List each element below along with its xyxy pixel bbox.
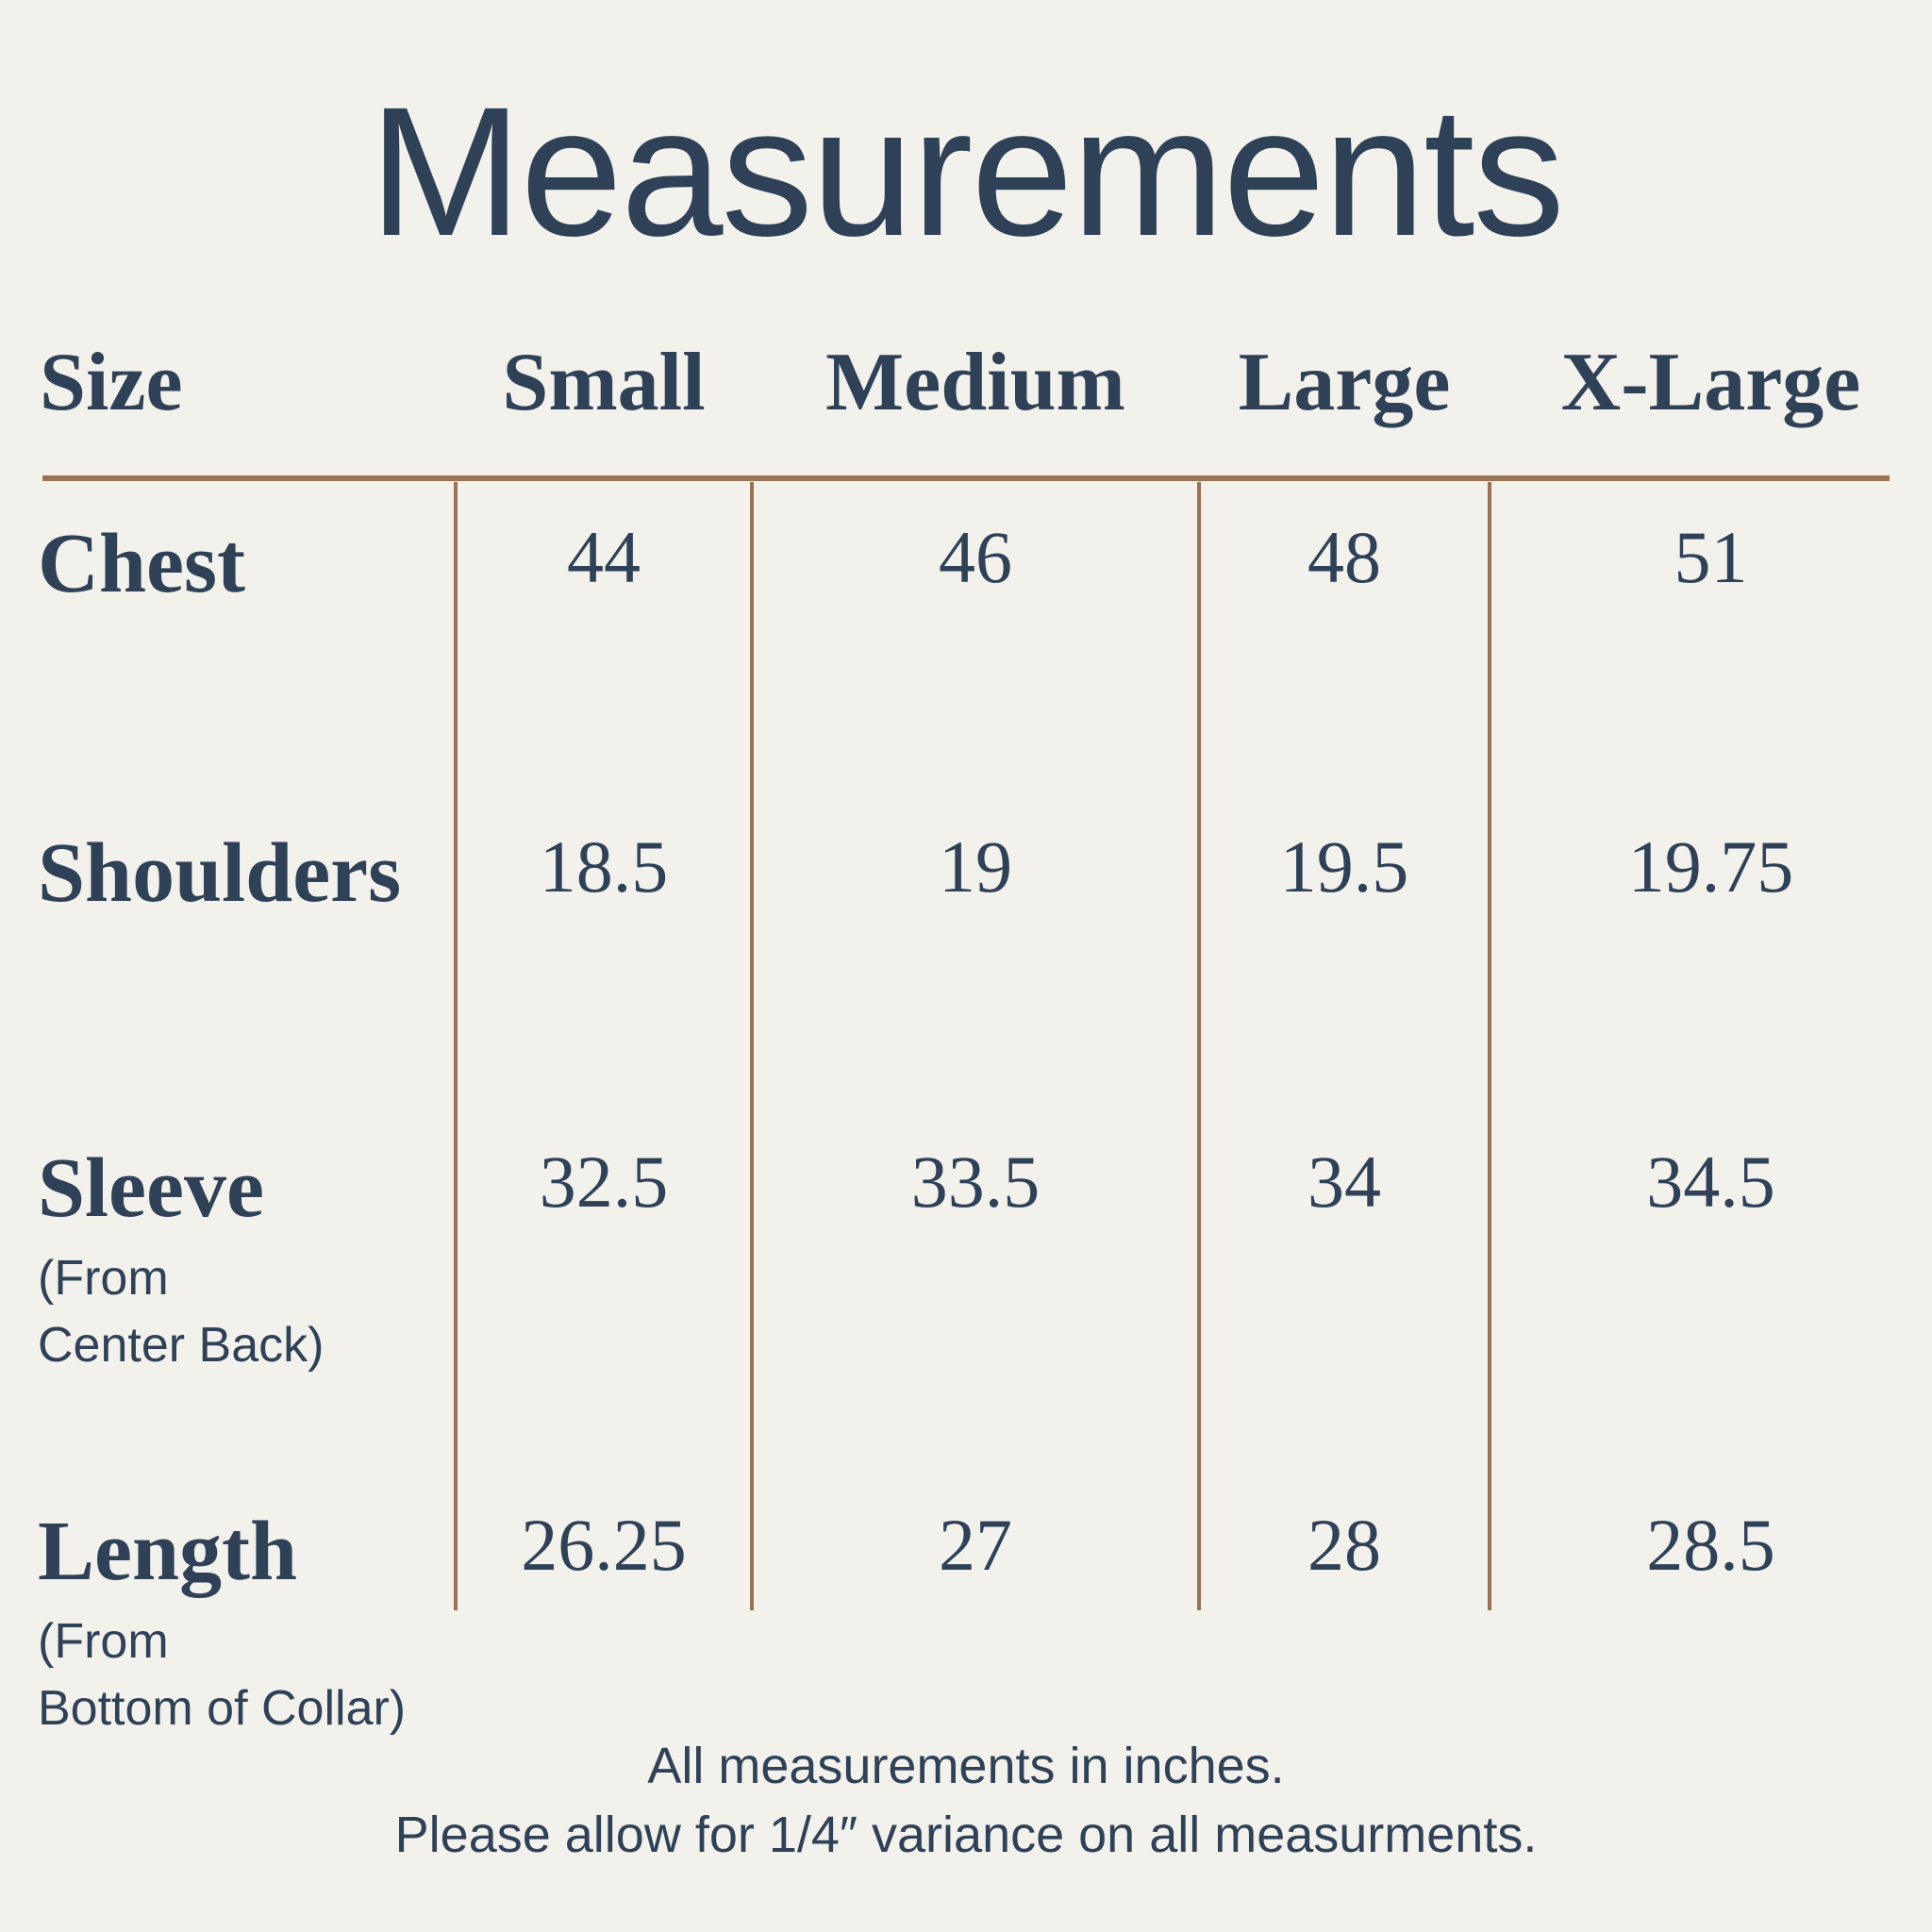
- column-header-large: Large: [1238, 337, 1451, 428]
- cell-chest-medium: 46: [939, 516, 1012, 598]
- cell-sleeve-medium: 33.5: [910, 1141, 1041, 1223]
- cell-chest-x-large: 51: [1674, 516, 1748, 598]
- footnote-units: All measurements in inches.: [647, 1738, 1285, 1794]
- cell-length-medium: 27: [939, 1504, 1012, 1586]
- header-divider-line: [42, 475, 1890, 481]
- column-header-size: Size: [40, 337, 183, 428]
- row-label-text: Length: [38, 1505, 298, 1598]
- row-label-length: Length (From Bottom of Collar): [0, 1467, 456, 1750]
- column-divider-2: [750, 482, 754, 1610]
- cell-length-small: 26.25: [521, 1504, 687, 1586]
- page-title: Measurements: [369, 69, 1565, 275]
- cell-chest-small: 44: [567, 516, 641, 598]
- row-label-text: Sleeve: [38, 1141, 264, 1235]
- row-label-text: Shoulders: [38, 826, 402, 920]
- cell-sleeve-small: 32.5: [539, 1141, 669, 1223]
- column-header-x-large: X-Large: [1560, 337, 1861, 428]
- row-label-text: Chest: [38, 517, 245, 610]
- cell-chest-large: 48: [1307, 516, 1381, 598]
- column-header-medium: Medium: [825, 337, 1125, 428]
- cell-sleeve-x-large: 34.5: [1646, 1141, 1775, 1223]
- cell-shoulders-small: 18.5: [539, 825, 669, 908]
- footnote-variance: Please allow for 1/4″ variance on all me…: [394, 1806, 1538, 1863]
- column-header-small: Small: [502, 337, 706, 428]
- column-divider-4: [1488, 482, 1491, 1610]
- row-label-sleeve: Sleeve (From Center Back): [0, 1104, 456, 1467]
- cell-length-x-large: 28.5: [1646, 1504, 1775, 1586]
- cell-sleeve-large: 34: [1307, 1141, 1381, 1223]
- column-divider-1: [454, 482, 458, 1610]
- cell-shoulders-medium: 19: [939, 825, 1012, 908]
- row-sublabel-text: (From Bottom of Collar): [38, 1613, 407, 1737]
- row-sublabel-text: (From Center Back): [38, 1250, 325, 1374]
- cell-shoulders-x-large: 19.75: [1627, 825, 1794, 908]
- cell-length-large: 28: [1307, 1504, 1381, 1586]
- row-label-shoulders: Shoulders: [0, 789, 456, 1104]
- row-label-chest: Chest: [0, 479, 456, 789]
- cell-shoulders-large: 19.5: [1279, 825, 1409, 908]
- column-divider-3: [1197, 482, 1201, 1610]
- measurements-table: Size Small Medium Large X-Large Chest 44…: [0, 332, 1932, 1750]
- footnotes: All measurements in inches. Please allow…: [0, 1732, 1932, 1870]
